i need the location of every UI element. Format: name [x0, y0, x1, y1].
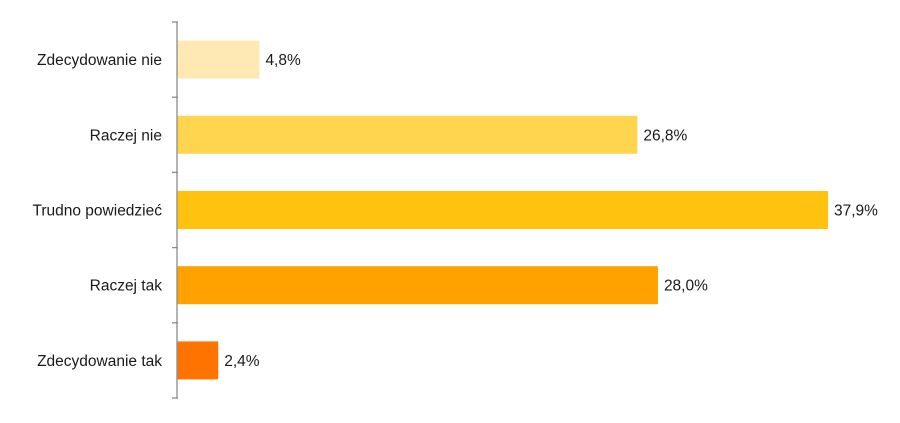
category-label-raczej-tak: Raczej tak	[90, 278, 163, 295]
bar-trudno-powiedziec	[177, 191, 828, 229]
category-label-zdecydowanie-nie: Zdecydowanie nie	[37, 52, 162, 69]
bar-raczej-tak	[177, 266, 658, 305]
value-label-zdecydowanie-nie: 4,8%	[265, 52, 301, 69]
value-label-raczej-tak: 28,0%	[664, 278, 708, 295]
category-label-trudno-powiedziec: Trudno powiedzieć	[32, 203, 162, 220]
value-label-trudno-powiedziec: 37,9%	[834, 203, 878, 220]
bars-layer	[177, 40, 828, 380]
bar-raczej-nie	[177, 115, 638, 154]
labels-layer: Zdecydowanie nie 4,8% Raczej nie 26,8% Trudn…	[32, 52, 878, 370]
value-label-zdecydowanie-tak: 2,4%	[224, 353, 260, 370]
bar-zdecydowanie-nie	[177, 40, 260, 79]
value-label-raczej-nie: 26,8%	[643, 127, 687, 144]
category-axis	[172, 21, 178, 399]
category-label-zdecydowanie-tak: Zdecydowanie tak	[37, 353, 162, 370]
category-label-raczej-nie: Raczej nie	[90, 127, 162, 144]
bar-zdecydowanie-tak	[177, 341, 219, 380]
